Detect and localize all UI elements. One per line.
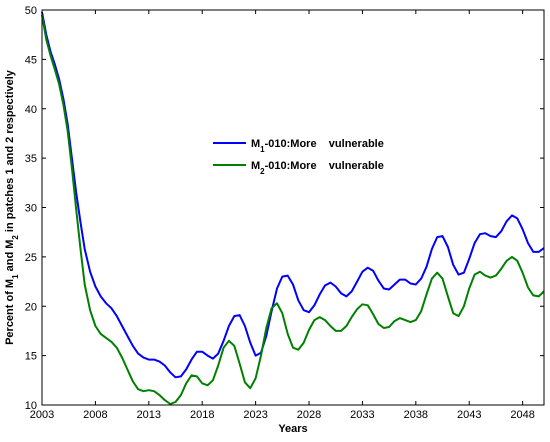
y-axis-title: Percent of M1 and M2 in patches 1 and 2 … [4, 69, 20, 345]
text-part: Percent of M [4, 279, 16, 345]
y-tick-label: 40 [25, 104, 37, 116]
text-part: M [251, 138, 260, 150]
x-tick-label: 2013 [137, 409, 161, 421]
y-tick-label: 25 [25, 252, 37, 264]
x-tick-label: 2048 [510, 409, 534, 421]
y-tick-label: 45 [25, 54, 37, 66]
series-line-2 [41, 14, 545, 405]
x-tick-label: 2008 [83, 409, 107, 421]
text-part: and M [4, 240, 16, 275]
text-part: M [251, 160, 260, 172]
text-part: in patches 1 and 2 respectively [4, 69, 16, 235]
x-axis-title: Years [278, 423, 307, 435]
subscript: 2 [260, 167, 265, 176]
subscript: 1 [260, 145, 265, 154]
subscript: 2 [11, 235, 20, 240]
x-tick-label: 2003 [30, 409, 54, 421]
x-tick-label: 2033 [350, 409, 374, 421]
y-tick-label: 50 [25, 5, 37, 17]
legend-label-2: M2-010:More vulnerable [251, 160, 384, 176]
x-tick-label: 2028 [297, 409, 321, 421]
x-tick-label: 2043 [457, 409, 481, 421]
y-tick-label: 30 [25, 203, 37, 215]
legend-label-1: M1-010:More vulnerable [251, 138, 384, 154]
axis-ticks: 2003 2008 2013 2018 2023 2028 2033 2038 2043 2048… [25, 5, 544, 421]
x-tick-label: 2038 [404, 409, 428, 421]
y-tick-label: 15 [25, 351, 37, 363]
series-line-1 [41, 11, 545, 379]
x-tick-label: 2018 [190, 409, 214, 421]
x-tick-label: 2023 [243, 409, 267, 421]
subscript: 1 [11, 274, 20, 279]
y-tick-label: 10 [25, 400, 37, 412]
text-part: -010:More vulnerable [265, 138, 384, 150]
series-lines [41, 11, 545, 405]
text-part: -010:More vulnerable [265, 160, 384, 172]
y-tick-label: 20 [25, 301, 37, 313]
y-tick-label: 35 [25, 153, 37, 165]
